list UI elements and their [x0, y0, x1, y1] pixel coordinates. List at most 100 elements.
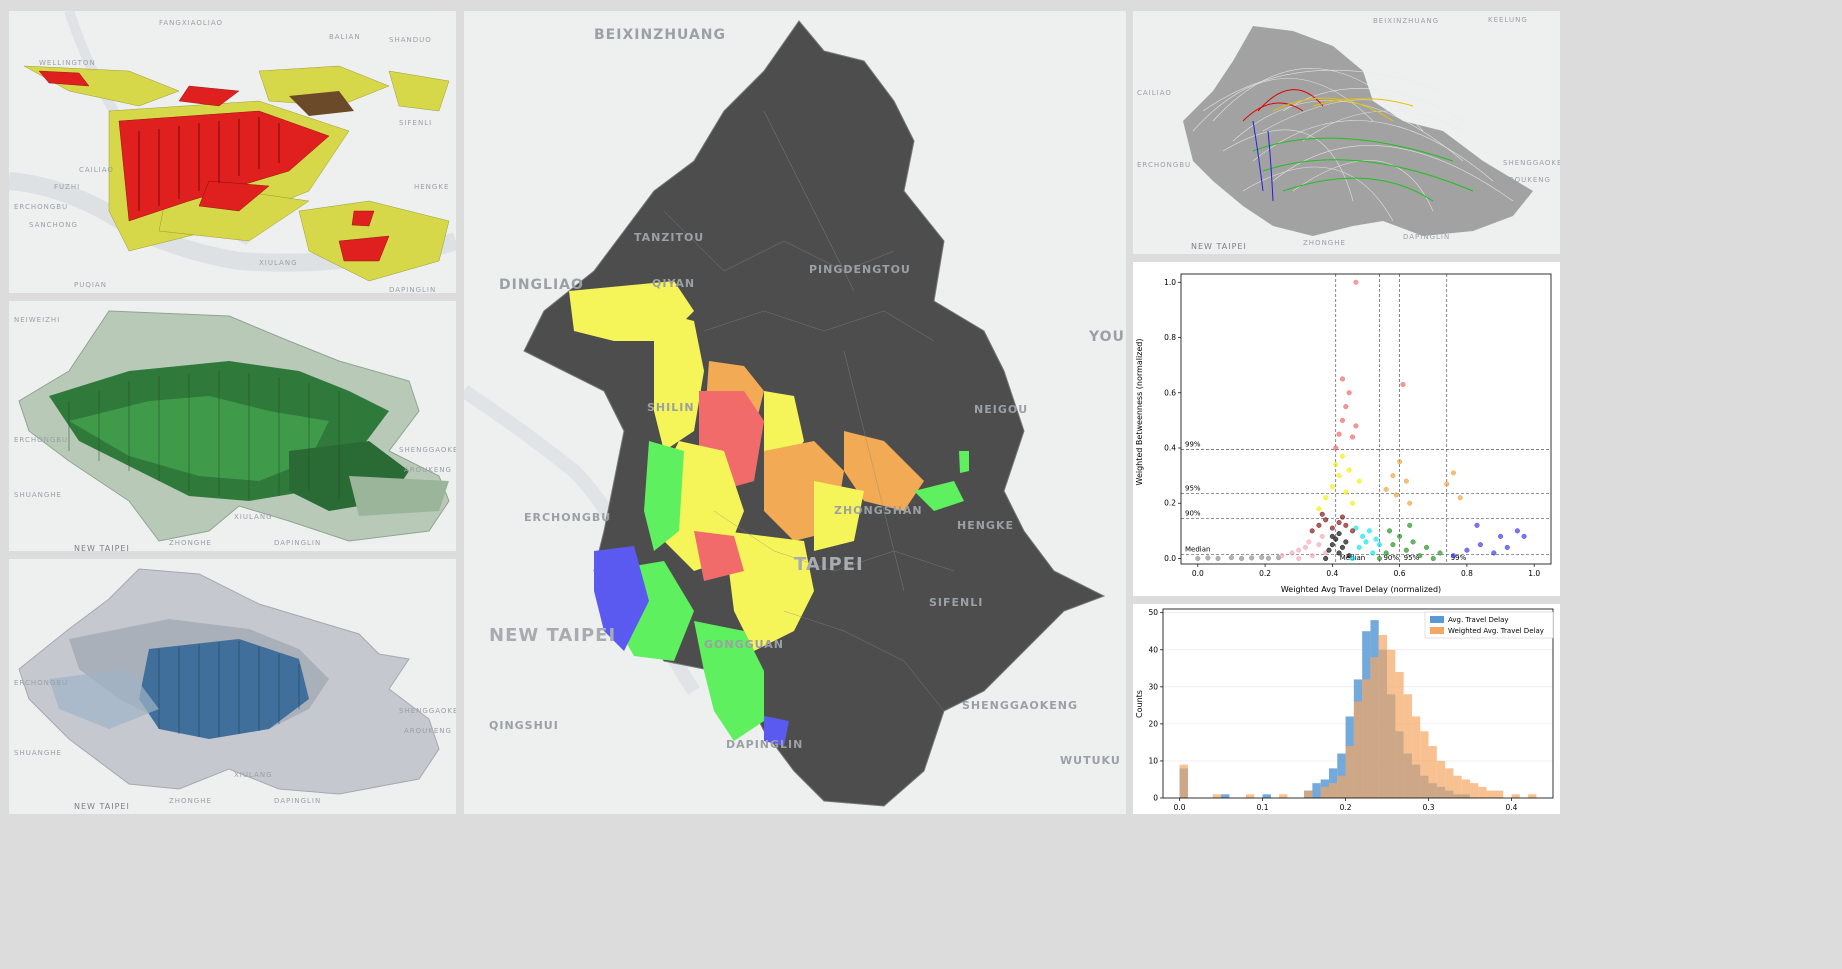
scatter-point	[1366, 528, 1372, 534]
scatter-point	[1336, 431, 1342, 437]
map-panel-flow-arcs[interactable]: BEIXINZHUANG KEELUNG NEW TAIPEI SHENGGAO…	[1133, 11, 1560, 254]
scatter-point	[1373, 536, 1379, 542]
scatter-point	[1336, 550, 1342, 556]
map-label: SHANDUO	[389, 36, 432, 44]
map-label: DAPINGLIN	[389, 286, 437, 293]
scatter-point	[1350, 500, 1356, 506]
map-label: KEELUNG	[1488, 16, 1528, 24]
scatter-point	[1376, 542, 1382, 548]
histogram-bar	[1212, 794, 1222, 798]
histogram-bar	[1470, 783, 1479, 798]
map-label: PINGDENGTOU	[809, 263, 911, 276]
scatter-point	[1356, 544, 1362, 550]
map-label: QINGSHUI	[489, 719, 559, 732]
scatter-point	[1343, 522, 1349, 528]
scatter-point	[1417, 553, 1423, 559]
scatter-point	[1393, 492, 1399, 498]
scatter-point	[1339, 453, 1345, 459]
scatter-point	[1215, 555, 1221, 561]
scatter-point	[1350, 555, 1356, 561]
scatter-point	[1296, 555, 1302, 561]
histogram-bar	[1370, 657, 1379, 798]
histogram-bar	[1345, 746, 1354, 798]
histogram-bar	[1312, 783, 1321, 798]
map-label: NEW TAIPEI	[1191, 242, 1247, 251]
map-label: SHENGGAOKENG	[399, 446, 456, 454]
scatter-point	[1309, 553, 1315, 559]
map-panel-main-choropleth[interactable]: BEIXINZHUANG TANZITOU DINGLIAO QIYAN PIN…	[464, 11, 1126, 814]
map-label: BALIAN	[329, 33, 361, 41]
map-label: NEW TAIPEI	[74, 802, 130, 811]
scatter-point	[1397, 459, 1403, 465]
histogram-bar	[1328, 768, 1338, 798]
scatter-point	[1346, 553, 1352, 559]
scatter-point	[1302, 544, 1308, 550]
y-tick-label: 50	[1148, 608, 1158, 617]
histogram-bar	[1378, 634, 1388, 798]
scatter-point	[1376, 555, 1382, 561]
histogram-bar	[1262, 794, 1271, 798]
map-label: GONGGUAN	[704, 638, 784, 651]
flow-arc-map	[1183, 26, 1533, 236]
choropleth-map	[464, 20, 1106, 807]
map-panel-green-3d[interactable]: NEIWEIZHI ERCHONGBU SHUANGHE NEW TAIPEI …	[9, 301, 456, 551]
y-tick-label: 20	[1148, 719, 1158, 728]
x-tick-label: 0.0	[1174, 803, 1186, 812]
vline-label: 95%	[1404, 554, 1420, 562]
hline-label: Median	[1185, 545, 1210, 553]
scatter-point	[1309, 528, 1315, 534]
scatter-point	[1477, 542, 1483, 548]
histogram-bar	[1461, 779, 1471, 798]
x-tick-label: 1.0	[1528, 569, 1540, 578]
histogram-panel: 0.0 0.1 0.2 0.3 0.4 0 10 20 30 40 50 Counts Avg. T…	[1133, 604, 1560, 814]
scatter-point	[1329, 533, 1335, 539]
scatter-point	[1450, 470, 1456, 476]
histogram-bar	[1304, 790, 1313, 798]
map-label: SANCHONG	[29, 221, 78, 229]
map-label: DAPINGLIN	[274, 797, 322, 805]
scatter-point	[1424, 544, 1430, 550]
map-label: NEW TAIPEI	[74, 544, 130, 551]
histogram-bar	[1320, 786, 1329, 798]
scatter-point	[1339, 376, 1345, 382]
y-tick-label: 40	[1148, 645, 1158, 654]
scatter-point	[1249, 555, 1255, 561]
scatter-point	[1457, 495, 1463, 501]
map-label: AROUKENG	[1503, 176, 1551, 184]
map-panel-betweenness-3d[interactable]: FANGXIAOLIAO BALIAN WELLINGTON CAILIAO F…	[9, 11, 456, 293]
scatter-point	[1437, 550, 1443, 556]
map-panel-blue-3d[interactable]: ERCHONGBU SHUANGHE NEW TAIPEI SHENGGAOKE…	[9, 559, 456, 814]
x-tick-label: 0.8	[1461, 569, 1473, 578]
scatter-point	[1410, 539, 1416, 545]
scatter-point	[1430, 555, 1436, 561]
scatter-point	[1350, 434, 1356, 440]
map-label: SIFENLI	[399, 119, 433, 127]
histogram-bar	[1445, 768, 1454, 798]
scatter-point	[1336, 473, 1342, 479]
map-label: DINGLIAO	[499, 277, 584, 293]
scatter-point	[1323, 550, 1329, 556]
y-tick-label: 0.8	[1164, 333, 1176, 342]
map-label: TAIPEI	[794, 554, 864, 575]
scatter-point	[1289, 550, 1295, 556]
scatter-point	[1400, 381, 1406, 387]
extruded-map-green	[18, 310, 450, 542]
legend-label-avg: Avg. Travel Delay	[1448, 616, 1509, 624]
scatter-point	[1339, 514, 1345, 520]
scatter-point	[1333, 445, 1339, 451]
scatter-point	[1464, 547, 1470, 553]
scatter-point	[1316, 522, 1322, 528]
scatter-point	[1353, 423, 1359, 429]
scatter-frame	[1180, 273, 1552, 565]
scatter-point	[1346, 467, 1352, 473]
scatter-point	[1360, 533, 1366, 539]
scatter-point	[1343, 539, 1349, 545]
histogram-bar	[1179, 764, 1188, 798]
scatter-point	[1346, 390, 1352, 396]
x-tick-label: 0.2	[1259, 569, 1271, 578]
y-tick-label: 30	[1148, 682, 1158, 691]
map-label: CAILIAO	[1137, 89, 1172, 97]
y-tick-label: 0	[1153, 794, 1158, 803]
map-label: ZHONGHE	[169, 539, 212, 547]
